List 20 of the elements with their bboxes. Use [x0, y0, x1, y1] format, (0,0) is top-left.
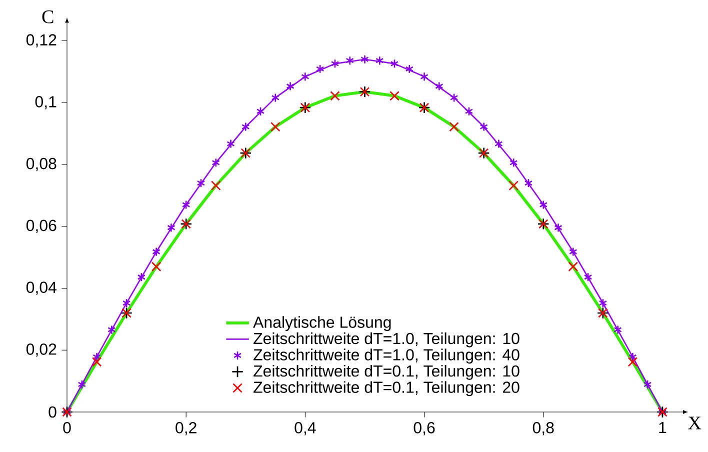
x-tick-label: 0,2 — [176, 422, 196, 436]
x-tick-label: 0 — [63, 422, 71, 434]
x-tick-label: 1 — [659, 422, 666, 434]
y-tick-label: 0,12 — [26, 34, 56, 48]
y-tick-label: 0 — [48, 406, 56, 418]
y-tick-label: 0,1 — [35, 96, 56, 110]
x-axis-title: X — [688, 416, 702, 430]
legend-label: Zeitschrittweite dT=0.1, Teilungen: 20 — [254, 381, 520, 396]
y-tick-label: 0,02 — [26, 344, 56, 357]
x-tick-label: 0,4 — [294, 422, 316, 436]
legend-label: Zeitschrittweite dT=0.1, Teilungen: 10 — [254, 364, 520, 380]
legend-label: Zeitschrittweite dT=1.0, Teilungen: 40 — [254, 348, 520, 364]
y-tick-label: 0,04 — [26, 282, 56, 295]
legend-label: Analytische Lösung — [253, 316, 391, 332]
x-tick-label: 0,6 — [414, 422, 435, 436]
y-axis-title: C — [42, 10, 54, 24]
x-tick-label: 0,8 — [532, 422, 554, 436]
legend-label: Zeitschrittweite dT=1.0, Teilungen: 10 — [254, 332, 520, 348]
y-tick-label: 0,06 — [26, 220, 56, 233]
y-tick-label: 0,08 — [26, 158, 56, 172]
